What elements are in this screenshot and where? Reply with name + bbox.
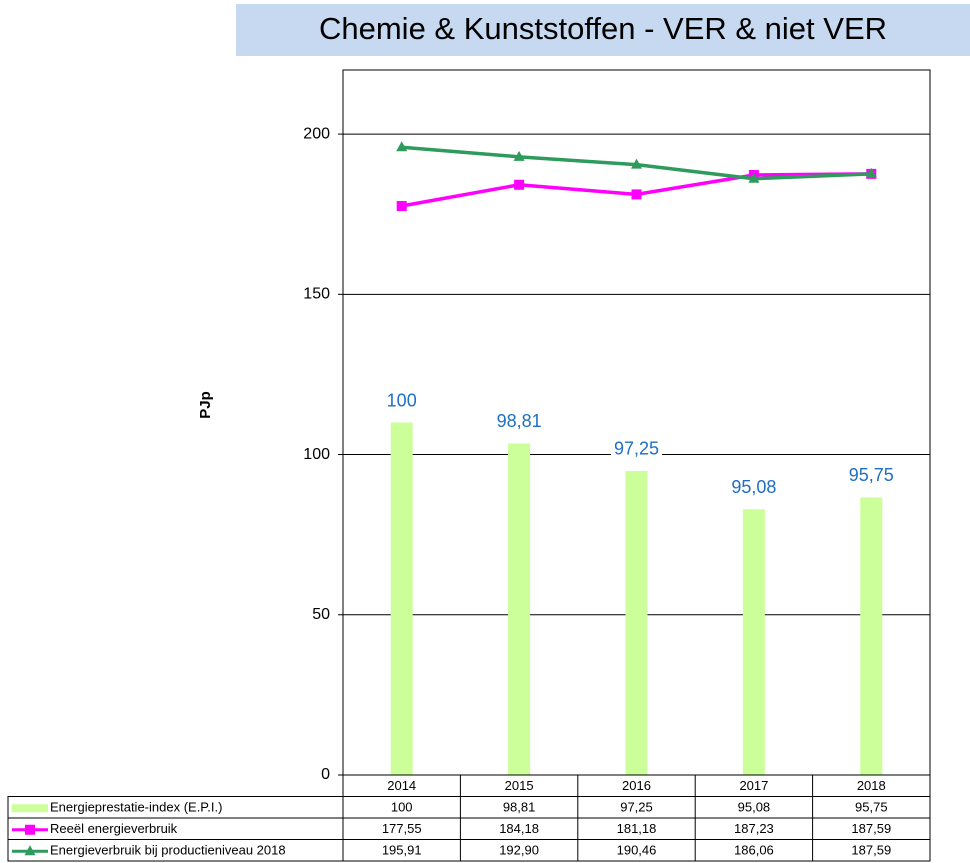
marker [513, 150, 525, 161]
marker [396, 201, 407, 212]
chart-title: Chemie & Kunststoffen - VER & niet VER [319, 11, 887, 46]
legend-marker [24, 845, 36, 856]
marker [748, 172, 760, 183]
y-tick-label: 200 [303, 125, 330, 142]
legend-label: Reeël energieverbruik [50, 821, 178, 836]
data-label: 95,08 [731, 477, 776, 497]
legend-marker [25, 824, 35, 835]
x-tick-label: 2015 [505, 778, 534, 793]
title-background [236, 4, 970, 56]
bar [860, 497, 883, 775]
legend-label: Energieverbruik bij productieniveau 2018 [50, 843, 286, 858]
table-cell: 187,59 [851, 843, 891, 858]
data-label-background [728, 476, 780, 497]
table-cell: 177,55 [382, 821, 422, 836]
table-cell: 184,18 [499, 821, 539, 836]
bar [625, 470, 648, 775]
table-cell: 100 [391, 800, 413, 815]
table-cell: 195,91 [382, 843, 422, 858]
x-tick-label: 2018 [857, 778, 886, 793]
marker [514, 179, 525, 190]
data-label: 97,25 [614, 439, 659, 459]
table-cell: 97,25 [620, 800, 653, 815]
bar [742, 509, 765, 775]
data-label: 95,75 [849, 465, 894, 485]
marker [631, 189, 642, 200]
y-tick-label: 50 [312, 606, 330, 623]
table-cell: 98,81 [503, 800, 536, 815]
table-cell: 186,06 [734, 843, 774, 858]
legend-label: Energieprestatie-index (E.P.I.) [50, 800, 222, 815]
data-label-background [493, 411, 545, 432]
data-label-background [610, 438, 663, 459]
table-cell: 187,59 [851, 821, 891, 836]
data-label-background [383, 390, 420, 411]
table-cell: 95,08 [738, 800, 771, 815]
y-tick-label: 150 [303, 286, 330, 303]
x-tick-label: 2017 [739, 778, 768, 793]
table-cell: 192,90 [499, 843, 539, 858]
marker [631, 158, 642, 169]
marker [865, 167, 877, 178]
data-label: 100 [387, 390, 417, 410]
table-cell: 181,18 [617, 821, 657, 836]
table-cell: 95,75 [855, 800, 888, 815]
data-label-background [845, 465, 897, 486]
y-axis-label: PJp [197, 391, 214, 419]
x-tick-label: 2016 [622, 778, 651, 793]
y-tick-label: 100 [303, 446, 330, 463]
table-cell: 187,23 [734, 821, 774, 836]
bar [390, 422, 413, 775]
x-tick-label: 2014 [387, 778, 416, 793]
marker [396, 141, 408, 152]
data-label: 98,81 [497, 411, 542, 431]
y-tick-label: 0 [321, 766, 330, 783]
legend-key [12, 804, 48, 813]
bar [508, 443, 531, 775]
table-cell: 190,46 [617, 843, 657, 858]
